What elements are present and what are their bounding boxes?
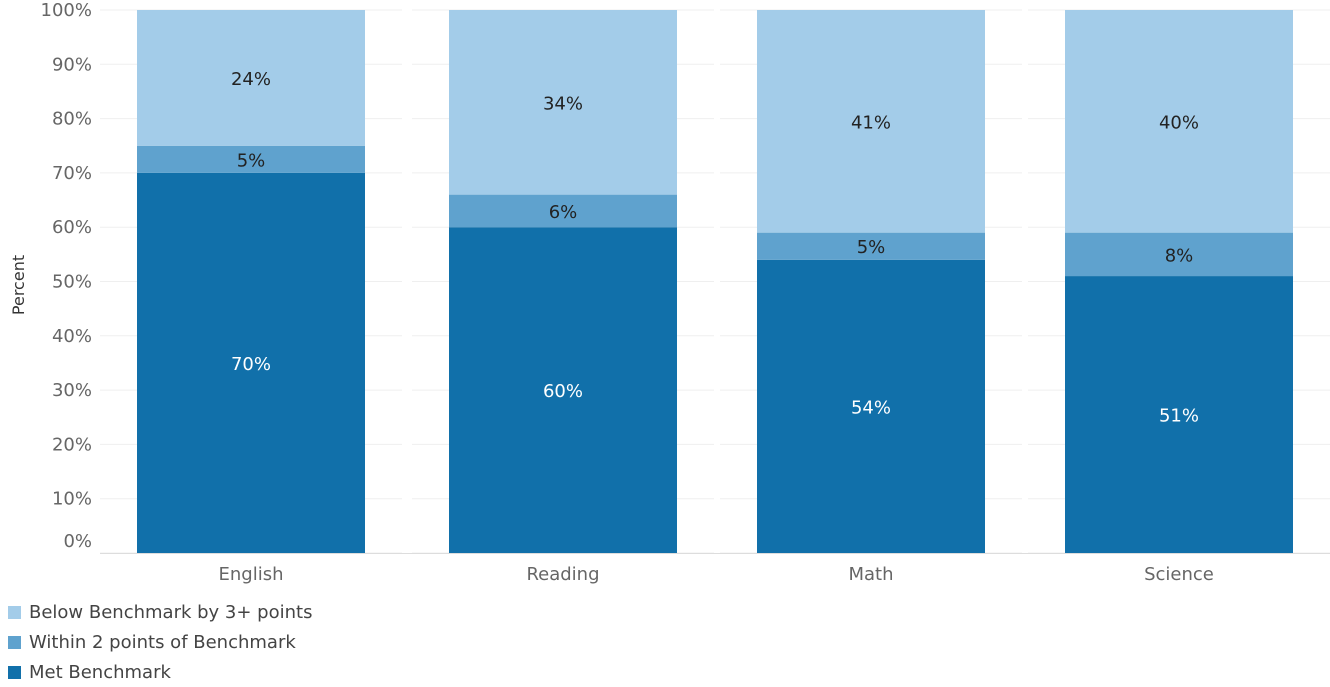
legend-item-met[interactable]: Met Benchmark: [8, 657, 312, 687]
bar-segment[interactable]: [137, 145, 365, 173]
bar-value-label: 24%: [231, 69, 271, 90]
x-category-label: Reading: [526, 564, 599, 585]
y-tick-label: 50%: [52, 272, 92, 293]
bar-segment[interactable]: [757, 259, 985, 553]
bar-value-label: 60%: [543, 381, 583, 402]
bar-value-label: 41%: [851, 112, 891, 133]
y-tick-label: 0%: [63, 531, 92, 552]
bar-value-label: 6%: [549, 202, 578, 223]
legend-item-within[interactable]: Within 2 points of Benchmark: [8, 627, 312, 657]
bar-value-label: 51%: [1159, 406, 1199, 427]
y-tick-label: 40%: [52, 326, 92, 347]
x-axis-categories: English Reading Math Science: [219, 564, 1214, 585]
bar-value-label: 5%: [237, 150, 266, 171]
legend-label-met: Met Benchmark: [29, 661, 171, 683]
bars: 70% 5% 24% 60% 6% 34% 54% 5% 41% 51% 8% 40%: [137, 10, 1293, 553]
y-tick-label: 10%: [52, 489, 92, 510]
bar-segment[interactable]: [137, 172, 365, 553]
y-tick-label: 80%: [52, 109, 92, 130]
legend-label-below: Below Benchmark by 3+ points: [29, 601, 313, 623]
bar-segment[interactable]: [449, 227, 677, 553]
bar-value-label: 34%: [543, 93, 583, 114]
bar-segment[interactable]: [1065, 232, 1293, 277]
bar-value-label: 8%: [1165, 245, 1194, 266]
legend: Below Benchmark by 3+ points Within 2 po…: [8, 597, 312, 687]
bar-value-label: 70%: [231, 354, 271, 375]
x-category-label: English: [219, 564, 284, 585]
legend-label-within: Within 2 points of Benchmark: [29, 631, 296, 653]
y-tick-label: 70%: [52, 163, 92, 184]
y-tick-label: 60%: [52, 217, 92, 238]
bar-value-label: 40%: [1159, 112, 1199, 133]
bar-value-label: 5%: [857, 237, 886, 258]
y-tick-label: 20%: [52, 434, 92, 455]
legend-swatch-met: [8, 665, 21, 679]
bar-segment[interactable]: [449, 10, 677, 195]
bar-segment[interactable]: [757, 10, 985, 233]
bar-segment[interactable]: [1065, 10, 1293, 233]
bar-value-label: 54%: [851, 397, 891, 418]
y-axis-label: Percent: [9, 255, 28, 315]
legend-swatch-below: [8, 605, 21, 619]
legend-swatch-within: [8, 635, 21, 649]
stacked-bar-chart: 0% 10% 20% 30% 40% 50% 60% 70% 80% 90% 100% Percen…: [9, 0, 1330, 585]
y-tick-label: 90%: [52, 54, 92, 75]
legend-item-below[interactable]: Below Benchmark by 3+ points: [8, 597, 312, 627]
bar-segment[interactable]: [449, 194, 677, 228]
bar-segment[interactable]: [1065, 276, 1293, 553]
x-category-label: Math: [848, 564, 893, 585]
y-tick-label: 30%: [52, 380, 92, 401]
y-axis-ticks: 0% 10% 20% 30% 40% 50% 60% 70% 80% 90% 100%: [41, 0, 92, 552]
bar-segment[interactable]: [757, 232, 985, 260]
x-category-label: Science: [1144, 564, 1214, 585]
bar-segment[interactable]: [137, 10, 365, 146]
y-tick-label: 100%: [41, 0, 92, 21]
